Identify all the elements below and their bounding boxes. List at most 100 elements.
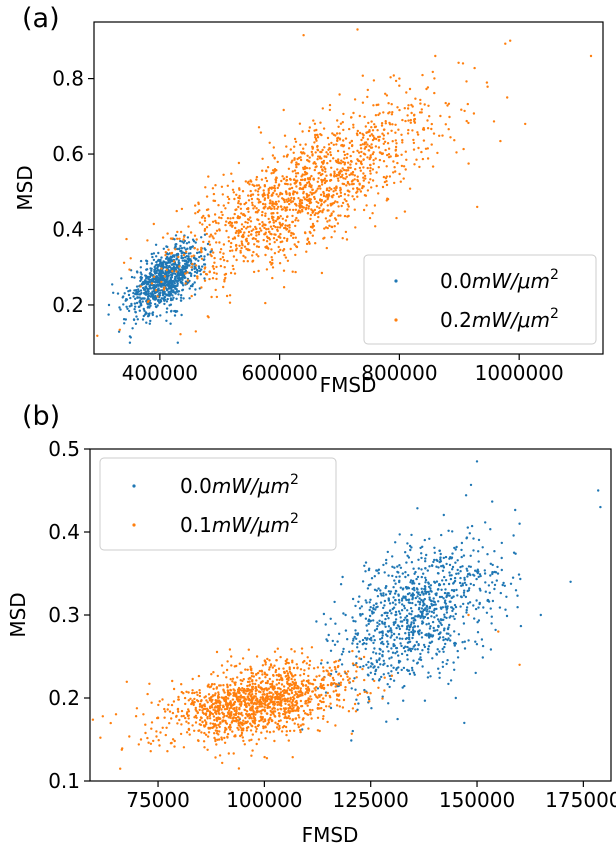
panel-a-legend-box: [363, 254, 597, 345]
panel-a-series-0-point: [151, 286, 155, 289]
panel-b-series-0-point: [415, 577, 418, 581]
panel-a-series-1-point: [347, 205, 350, 208]
panel-a-series-1-point: [267, 187, 270, 191]
panel-b-series-0-point: [354, 629, 357, 632]
panel-a-series-1-point: [317, 201, 320, 205]
panel-a-series-1-point: [172, 260, 176, 263]
panel-a-series-0-point: [142, 297, 145, 300]
panel-a-series-1-point: [232, 255, 236, 258]
panel-a-series-1-point: [321, 172, 324, 176]
panel-b-series-0-point: [387, 672, 390, 675]
panel-a-series-1-point: [220, 216, 223, 220]
panel-b-series-0-point: [452, 595, 455, 598]
panel-a-series-1-point: [182, 238, 185, 241]
panel-a-series-1-point: [327, 143, 331, 146]
panel-a-series-1-point: [290, 231, 293, 235]
panel-a-series-1-point: [160, 280, 163, 284]
panel-a-series-1-point: [238, 216, 241, 220]
panel-b-series-0-point: [407, 631, 411, 634]
panel-b-series-0-point: [438, 671, 441, 675]
panel-a-series-1-point: [369, 166, 372, 170]
panel-a-series-1-point: [338, 93, 341, 96]
panel-a-series-0-point: [177, 290, 181, 293]
panel-a-series-0-point: [165, 281, 168, 284]
panel-a-series-0-point: [167, 259, 170, 262]
panel-b-series-1-point: [259, 681, 263, 685]
panel-b-series-1-point: [275, 678, 279, 681]
panel-a-series-1-point: [320, 200, 323, 203]
panel-a-series-1-point: [255, 178, 258, 181]
panel-a-series-1-point: [410, 111, 413, 115]
panel-b-series-1-point: [232, 713, 236, 716]
panel-b-series-0-point: [466, 569, 469, 572]
panel-b-series-0-point: [407, 624, 410, 627]
panel-b-series-1-point: [363, 678, 366, 682]
panel-a-series-0-point: [195, 271, 199, 274]
panel-b-series-0-point: [485, 611, 489, 614]
panel-a-series-0-point: [180, 294, 183, 297]
panel-a-series-1-point: [294, 208, 298, 211]
panel-b-series-0-point: [380, 642, 383, 645]
panel-a-series-0-point: [144, 285, 147, 289]
panel-b-series-1-point: [238, 662, 241, 665]
panel-a-series-1-point: [294, 202, 297, 206]
panel-a-series-1-point: [361, 143, 364, 146]
panel-b-series-1-point: [287, 661, 290, 665]
panel-b-series-1-point: [251, 693, 254, 696]
panel-b-series-1-point: [194, 721, 198, 724]
panel-a-series-1-point: [215, 265, 218, 269]
panel-a-series-0-point: [179, 244, 182, 248]
panel-b-series-0-point: [369, 657, 373, 660]
panel-a-series-1-point: [289, 183, 292, 186]
panel-a-series-1-point: [416, 133, 420, 136]
panel-a-series-0-point: [187, 259, 191, 262]
panel-a-series-0-point: [160, 297, 164, 300]
panel-b-series-0-point: [409, 548, 412, 552]
panel-b-series-1-point: [286, 697, 290, 700]
panel-b-series-1-point: [193, 691, 196, 695]
panel-b-series-1-point: [332, 690, 335, 693]
panel-b-series-1-point: [307, 727, 310, 730]
panel-b-series-0-point: [494, 571, 498, 574]
panel-b-series-1-point: [226, 704, 230, 707]
panel-b-series-0-point: [463, 721, 466, 725]
panel-a-series-0-point: [155, 275, 158, 278]
panel-a-series-1-point: [375, 137, 378, 141]
panel-b-series-1-point: [239, 696, 242, 699]
panel-a-series-1-point: [329, 151, 332, 154]
panel-a-series-1-point: [399, 180, 402, 183]
panel-a-series-1-point: [320, 203, 323, 206]
panel-a-series-1-point: [444, 123, 447, 126]
panel-b-series-1-point: [275, 659, 278, 662]
panel-a-series-0-point: [175, 274, 178, 277]
panel-b-series-1-point: [316, 706, 319, 710]
panel-b-series-0-point: [381, 650, 385, 653]
panel-b-series-0-point: [487, 584, 491, 587]
panel-a-series-0-point: [199, 273, 202, 276]
panel-a-series-1-point: [351, 195, 354, 198]
panel-b-series-0-point: [393, 644, 396, 647]
panel-a-series-1-point: [381, 185, 385, 189]
panel-b-series-0-point: [517, 573, 521, 576]
panel-a-series-1-point: [376, 129, 379, 132]
panel-a-series-1-point: [234, 226, 237, 230]
panel-a-series-1-point: [326, 220, 329, 223]
panel-b-series-0-point: [373, 575, 376, 578]
panel-b-series-0-point: [496, 565, 499, 569]
panel-b-series-1-point: [144, 723, 147, 726]
panel-b-series-0-point: [447, 637, 450, 640]
panel-b-series-1-point: [288, 684, 291, 688]
panel-b-series-0-point: [376, 595, 380, 598]
panel-a-series-0-point: [183, 246, 186, 249]
panel-b-series-1-point: [203, 719, 207, 722]
panel-a-series-1-point: [412, 148, 416, 151]
panel-b-series-1-point: [200, 731, 203, 734]
panel-b-series-0-point: [322, 612, 326, 616]
panel-a-series-1-point: [261, 169, 264, 172]
panel-b-series-0-point: [394, 582, 397, 585]
panel-b-series-1-point: [166, 750, 169, 753]
panel-b-series-0-point: [375, 627, 379, 631]
panel-b-series-1-point: [226, 689, 229, 692]
panel-b-series-0-point: [441, 579, 444, 582]
panel-b-series-0-point: [493, 550, 496, 553]
